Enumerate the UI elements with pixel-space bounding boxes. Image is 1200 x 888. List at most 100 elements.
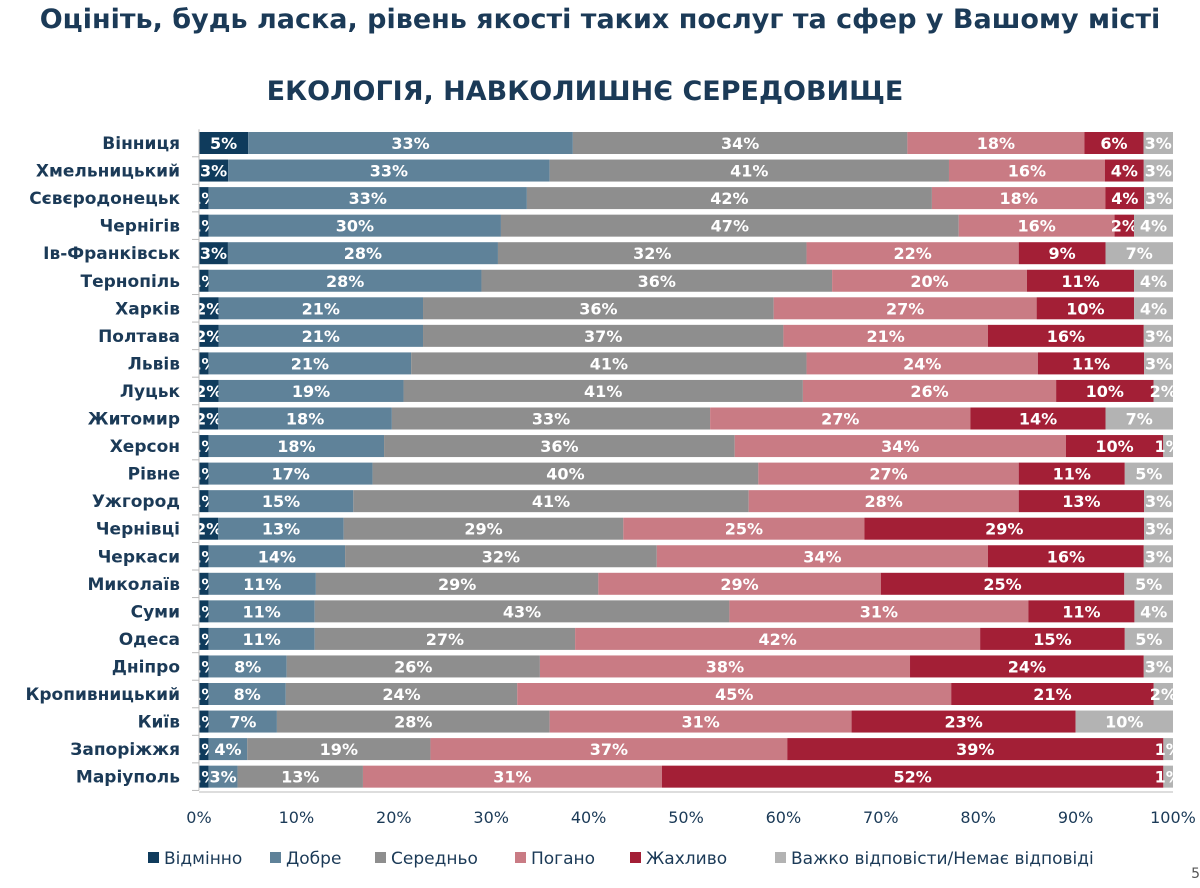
data-label: 10% (1086, 382, 1124, 401)
bar-segment (526, 187, 932, 210)
legend-swatch (375, 852, 386, 863)
legend-swatch (270, 852, 281, 863)
page-number: 5 (1191, 866, 1200, 882)
data-label: 21% (867, 327, 905, 346)
data-label: 14% (258, 547, 296, 566)
bar-segment (787, 738, 1164, 761)
data-label: 45% (715, 685, 753, 704)
bar-segment (199, 545, 209, 568)
bar-segment (806, 352, 1038, 375)
bar-segment (1163, 765, 1173, 788)
bar-segment (1018, 490, 1145, 513)
bar-segment (773, 297, 1037, 320)
data-label: 25% (983, 575, 1021, 594)
data-label: 7% (1126, 244, 1153, 263)
bar-segment (199, 187, 209, 210)
bar-segment (572, 132, 908, 154)
category-label: Чернігів (100, 217, 181, 237)
x-tick-label: 60% (766, 808, 802, 827)
data-label: 11% (1053, 465, 1091, 484)
bar-segment (199, 462, 209, 485)
category-label: Дніпро (112, 657, 180, 677)
legend-swatch (775, 852, 786, 863)
data-label: 41% (584, 382, 622, 401)
x-tick-label: 50% (668, 808, 704, 827)
bar-segment (208, 462, 373, 485)
bar-segment (314, 627, 576, 650)
bar-segment (1143, 545, 1173, 568)
bar-segment (1075, 710, 1173, 733)
category-label: Хмельницький (36, 162, 180, 182)
bar-segment (1124, 462, 1173, 485)
category-label: Миколаїв (87, 575, 180, 595)
data-label: 36% (540, 437, 578, 456)
data-label: 36% (579, 299, 617, 318)
data-label: 27% (426, 630, 464, 649)
bar-segment (199, 490, 209, 513)
data-label: 29% (438, 575, 476, 594)
category-label: Одеса (119, 630, 180, 650)
legend-label: Важко відповісти/Немає відповіді (791, 849, 1094, 869)
bar-segment (656, 545, 988, 568)
bar-segment (411, 352, 807, 375)
bar-segment (1143, 159, 1173, 182)
data-label: 2% (195, 410, 222, 429)
bar-segment (199, 242, 228, 265)
bar-segment (237, 765, 363, 788)
data-label: 5% (1135, 465, 1162, 484)
bar-segment (208, 352, 412, 375)
data-label: 28% (865, 492, 903, 511)
bar-segment (199, 710, 209, 733)
data-label: 4% (1111, 162, 1138, 181)
data-label: 6% (1100, 134, 1127, 153)
legend-swatch (515, 852, 526, 863)
bar-segment (1037, 352, 1145, 375)
bar-segment (549, 159, 949, 182)
data-label: 5% (210, 134, 237, 153)
bar-segment (734, 435, 1066, 458)
bar-segment (1018, 242, 1106, 265)
data-label: 2% (1150, 382, 1177, 401)
bar-segment (1134, 297, 1173, 320)
bar-segment (1163, 435, 1173, 458)
data-label: 9% (1049, 244, 1076, 263)
data-label: 41% (730, 162, 768, 181)
bar-segment (783, 324, 988, 347)
bar-segment (199, 683, 209, 705)
bar-segment (384, 435, 735, 458)
bar-segment (218, 379, 404, 402)
data-label: 27% (821, 410, 859, 429)
x-tick-label: 70% (863, 808, 899, 827)
data-label: 3% (1145, 354, 1172, 373)
x-tick-label: 80% (960, 808, 996, 827)
data-label: 3% (1145, 520, 1172, 539)
bar-segment (729, 600, 1029, 623)
category-label: Харків (115, 299, 180, 319)
data-label: 29% (985, 520, 1023, 539)
x-tick-label: 20% (376, 808, 412, 827)
bar-segment (1124, 572, 1173, 595)
bar-segment (362, 765, 662, 788)
data-label: 21% (291, 354, 329, 373)
bar-segment (199, 132, 249, 154)
x-tick-label: 100% (1150, 808, 1196, 827)
bar-segment (802, 379, 1057, 402)
bar-segment (208, 600, 315, 623)
data-label: 22% (893, 244, 931, 263)
data-label: 14% (1019, 410, 1057, 429)
category-label: Кропивницький (25, 685, 180, 705)
bar-segment (218, 324, 424, 347)
data-label: 21% (302, 327, 340, 346)
bar-segment (403, 379, 803, 402)
data-label: 2% (195, 327, 222, 346)
category-label: Черкаси (98, 547, 180, 567)
data-label: 3% (1145, 189, 1172, 208)
data-label: 26% (394, 657, 432, 676)
data-label: 2% (195, 382, 222, 401)
data-label: 25% (725, 520, 763, 539)
bar-segment (500, 214, 959, 237)
bar-segment (1153, 683, 1173, 705)
bar-segment (1105, 242, 1173, 265)
bar-segment (1028, 600, 1135, 623)
data-label: 10% (1105, 713, 1143, 732)
